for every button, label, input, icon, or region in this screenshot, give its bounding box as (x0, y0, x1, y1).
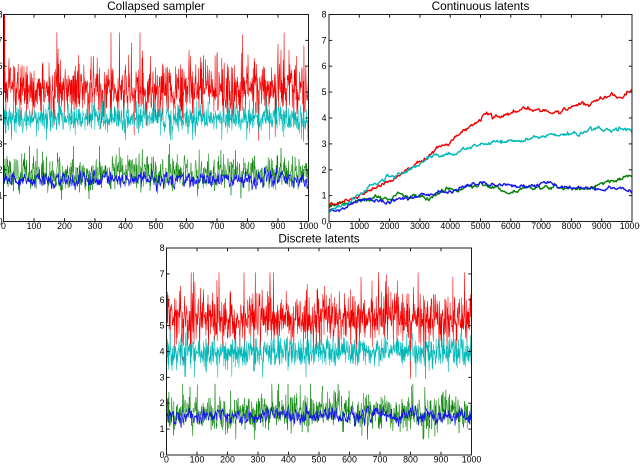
svg-text:1: 1 (0, 191, 3, 201)
svg-text:400: 400 (118, 221, 133, 231)
svg-text:500: 500 (312, 455, 327, 464)
svg-text:0: 0 (322, 217, 327, 227)
svg-text:3: 3 (0, 139, 3, 149)
svg-text:6: 6 (322, 61, 327, 71)
svg-text:5: 5 (322, 87, 327, 97)
svg-text:200: 200 (220, 455, 235, 464)
svg-text:5: 5 (0, 87, 3, 97)
svg-text:900: 900 (271, 221, 286, 231)
svg-text:100: 100 (27, 221, 42, 231)
svg-text:6: 6 (0, 61, 3, 71)
svg-text:Discrete latents: Discrete latents (278, 231, 359, 245)
svg-text:600: 600 (179, 221, 194, 231)
svg-text:400: 400 (281, 455, 296, 464)
svg-text:3: 3 (160, 372, 165, 382)
svg-text:0: 0 (0, 217, 3, 227)
svg-text:8: 8 (0, 10, 3, 20)
svg-text:6: 6 (160, 295, 165, 305)
svg-text:800: 800 (240, 221, 255, 231)
svg-text:1000: 1000 (299, 221, 319, 231)
svg-text:1: 1 (160, 424, 165, 434)
svg-text:7: 7 (0, 35, 3, 45)
svg-text:300: 300 (88, 221, 103, 231)
svg-text:4: 4 (322, 113, 327, 123)
svg-text:500: 500 (149, 221, 164, 231)
svg-text:5000: 5000 (471, 221, 491, 231)
svg-text:1: 1 (322, 191, 327, 201)
svg-text:3: 3 (322, 139, 327, 149)
svg-text:9000: 9000 (592, 221, 612, 231)
svg-text:0: 0 (160, 450, 165, 460)
svg-text:8: 8 (160, 243, 165, 253)
svg-text:200: 200 (57, 221, 72, 231)
svg-text:2: 2 (0, 165, 3, 175)
svg-text:4000: 4000 (440, 221, 460, 231)
svg-text:1000: 1000 (350, 221, 370, 231)
svg-text:7000: 7000 (531, 221, 551, 231)
svg-text:800: 800 (403, 455, 418, 464)
svg-text:0: 0 (327, 221, 332, 231)
svg-text:0: 0 (164, 455, 169, 464)
svg-text:2: 2 (160, 398, 165, 408)
svg-text:7: 7 (322, 35, 327, 45)
svg-text:7: 7 (160, 269, 165, 279)
svg-text:8: 8 (322, 10, 327, 20)
svg-text:600: 600 (342, 455, 357, 464)
svg-text:3000: 3000 (410, 221, 430, 231)
svg-text:8000: 8000 (562, 221, 582, 231)
svg-text:Continuous latents: Continuous latents (432, 0, 530, 13)
svg-text:300: 300 (251, 455, 266, 464)
svg-text:700: 700 (373, 455, 388, 464)
svg-text:2000: 2000 (380, 221, 400, 231)
svg-text:Collapsed sampler: Collapsed sampler (107, 0, 205, 13)
svg-text:1000: 1000 (462, 455, 482, 464)
svg-text:6000: 6000 (501, 221, 521, 231)
svg-text:5: 5 (160, 321, 165, 331)
svg-text:900: 900 (434, 455, 449, 464)
svg-text:4: 4 (0, 113, 3, 123)
svg-text:100: 100 (190, 455, 205, 464)
svg-text:4: 4 (160, 347, 165, 357)
svg-text:700: 700 (210, 221, 225, 231)
svg-text:2: 2 (322, 165, 327, 175)
